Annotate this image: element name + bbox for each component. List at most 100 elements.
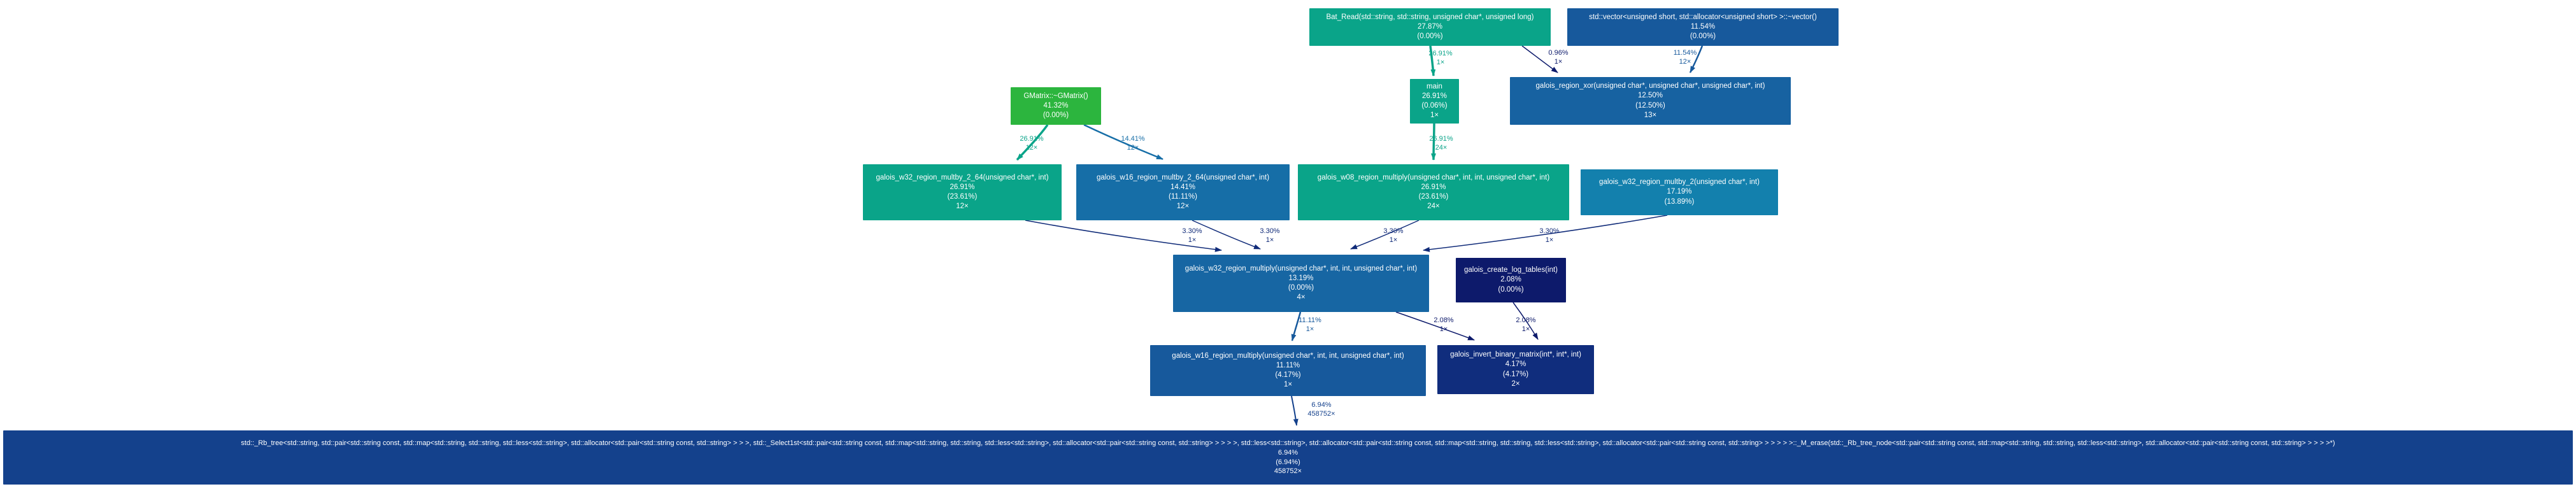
edge-label-w32-multiply-invert: 2.08% 1× [1434,316,1453,334]
node-call-count: 12× [956,202,969,211]
node-total-pct: 26.91% [950,183,975,191]
edge-label-w32-multiply-w16-multiply: 11.11% 1× [1299,316,1321,334]
edge-pct: 11.11% [1299,316,1321,324]
node-total-pct: 26.91% [1421,183,1446,191]
node-vector-dtor: std::vector<unsigned short, std::allocat… [1567,8,1839,46]
edge-w32-multby-2-64-to-w32-region-multiply [1025,220,1222,252]
node-self-pct: (12.50%) [1635,101,1665,110]
edge-call-count: 1× [1554,57,1563,66]
node-call-count: 24× [1427,202,1440,211]
edge-w16-region-multiply-to-rb-tree-m-erase [1291,395,1299,426]
edge-call-count: 1× [1521,325,1530,333]
node-self-pct: (13.89%) [1664,197,1695,206]
node-title: galois_region_xor(unsigned char*, unsign… [1535,82,1765,90]
node-total-pct: 6.94% [1277,448,1299,457]
node-self-pct: (6.94%) [1276,458,1300,466]
node-self-pct: (0.00%) [1417,32,1443,41]
node-total-pct: 4.17% [1505,360,1526,369]
node-self-pct: (23.61%) [1418,193,1449,201]
node-call-count: 4× [1297,294,1306,302]
edge-label-bat-read-main: 26.91% 1× [1428,50,1452,67]
node-call-count: 12× [1176,202,1190,211]
edge-gmatrix-to-w16-multby-2-64 [1083,124,1163,160]
node-self-pct: (11.11%) [1169,193,1197,201]
node-galois-w16-region-multby-2-64: galois_w16_region_multby_2_64(unsigned c… [1076,164,1290,220]
node-title: galois_w16_region_multiply(unsigned char… [1172,351,1404,360]
edge-call-count: 1× [1439,325,1448,333]
node-galois-region-xor: galois_region_xor(unsigned char*, unsign… [1510,77,1791,125]
node-title: galois_w32_region_multby_2_64(unsigned c… [876,173,1049,181]
node-title: galois_w16_region_multby_2_64(unsigned c… [1096,173,1270,181]
node-total-pct: 14.41% [1170,183,1195,191]
node-title: galois_w08_region_multiply(unsigned char… [1317,173,1550,181]
edge-label-gmatrix-w16-multby-2-64: 14.41% 12× [1121,135,1144,153]
node-galois-invert-binary-matrix: galois_invert_binary_matrix(int*, int*, … [1437,345,1594,394]
node-call-count: 2× [1511,379,1520,388]
node-title: std::vector<unsigned short, std::allocat… [1589,13,1817,21]
node-self-pct: (23.61%) [947,193,978,201]
node-bat-read: Bat_Read(std::string, std::string, unsig… [1309,8,1551,46]
node-total-pct: 2.08% [1500,276,1521,284]
edge-call-count: 24× [1435,143,1448,152]
node-call-count: 458752× [1274,467,1302,476]
edge-label-w32-multby-2-64-w32-multiply: 3.30% 1× [1182,227,1202,245]
edge-pct: 26.91% [1020,135,1044,143]
node-galois-w08-region-multiply: galois_w08_region_multiply(unsigned char… [1298,164,1569,220]
node-title: galois_create_log_tables(int) [1463,266,1558,274]
edge-pct: 11.54% [1673,49,1697,57]
edge-label-w08-w32-multiply: 3.30% 1× [1383,227,1403,245]
edge-w16-multby-2-64-to-w32-region-multiply [1192,220,1261,250]
node-main: main 26.91% (0.06%) 1× [1410,79,1459,124]
edge-label-w16-multby-2-64-w32-multiply: 3.30% 1× [1260,227,1279,245]
node-title: galois_w32_region_multby_2(unsigned char… [1599,178,1760,187]
node-call-count: 1× [1283,381,1293,389]
edge-call-count: 458752× [1307,409,1335,418]
node-gmatrix-dtor: GMatrix::~GMatrix() 41.32% (0.00%) [1011,87,1101,125]
edge-label-gmatrix-w32-multby-2-64: 26.91% 12× [1020,135,1043,153]
edge-pct: 2.08% [1516,316,1536,324]
edge-vector-dtor-to-region-xor [1689,45,1704,73]
edge-call-count: 1× [1389,236,1398,244]
node-total-pct: 11.54% [1690,22,1716,31]
node-title: GMatrix::~GMatrix() [1023,92,1088,100]
node-title: galois_invert_binary_matrix(int*, int*, … [1450,351,1581,359]
edge-pct: 3.30% [1260,227,1280,235]
edge-pct: 6.94% [1311,401,1332,409]
edge-label-vector-dtor-region-xor: 11.54% 12× [1674,49,1697,67]
edge-pct: 3.30% [1383,227,1404,235]
edge-call-count: 1× [1188,236,1197,244]
edge-label-log-tables-invert: 2.08% 1× [1516,316,1535,334]
edge-call-count: 12× [1127,143,1139,152]
node-total-pct: 26.91% [1421,92,1447,100]
edge-call-count: 1× [1545,236,1554,244]
edge-pct: 0.96% [1548,49,1569,57]
edge-pct: 26.91% [1429,135,1453,143]
node-total-pct: 41.32% [1043,101,1069,110]
node-title: Bat_Read(std::string, std::string, unsig… [1326,13,1534,21]
edge-call-count: 1× [1436,58,1445,66]
edge-w32-region-multiply-to-invert-binary-matrix [1395,311,1475,341]
edge-label-bat-read-region-xor: 0.96% 1× [1548,49,1568,67]
node-total-pct: 27.87% [1417,22,1442,31]
edge-pct: 3.30% [1539,227,1560,235]
edge-bat-read-to-main [1429,45,1436,76]
node-galois-create-log-tables: galois_create_log_tables(int) 2.08% (0.0… [1456,258,1566,302]
node-call-count: 13× [1644,111,1657,119]
edge-label-w32-multby-2-w32-multiply: 3.30% 1× [1539,227,1559,245]
node-call-count: 1× [1430,111,1439,120]
edge-call-count: 12× [1025,143,1038,152]
node-galois-w32-region-multby-2: galois_w32_region_multby_2(unsigned char… [1581,169,1778,215]
edge-gmatrix-to-w32-multby-2-64 [1016,124,1049,161]
node-total-pct: 12.50% [1637,92,1663,100]
edge-create-log-tables-to-invert-binary-matrix [1512,302,1539,340]
node-total-pct: 11.11% [1276,361,1300,369]
node-total-pct: 13.19% [1288,274,1314,282]
node-self-pct: (0.00%) [1288,284,1314,292]
edge-call-count: 1× [1265,236,1274,244]
node-self-pct: (0.00%) [1690,32,1716,41]
node-self-pct: (4.17%) [1275,371,1301,379]
node-self-pct: (0.00%) [1498,285,1524,294]
node-galois-w32-region-multby-2-64: galois_w32_region_multby_2_64(unsigned c… [863,164,1062,220]
